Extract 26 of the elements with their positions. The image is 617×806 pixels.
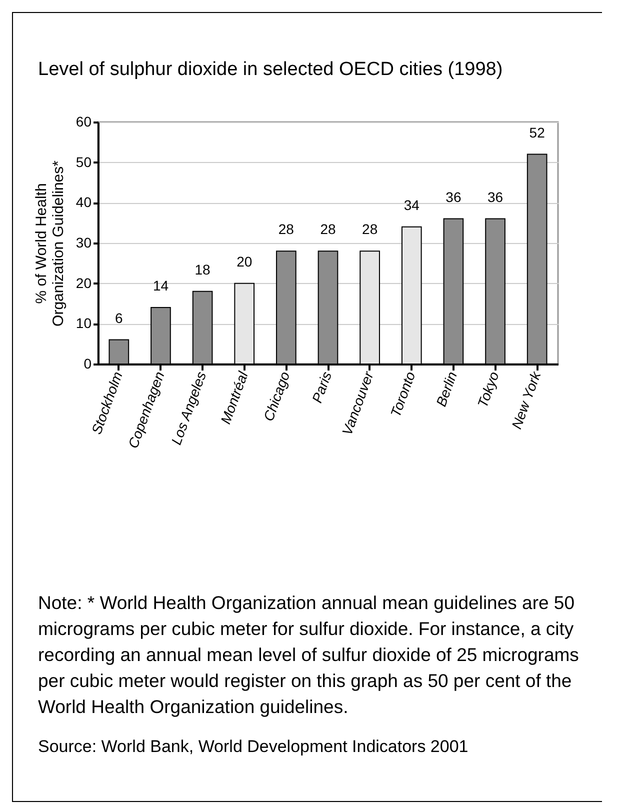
chart-title: Level of sulphur dioxide in selected OECD cities (1998) (38, 58, 504, 82)
y-tick-label: 50 (76, 154, 92, 170)
y-tick-label: 40 (76, 194, 92, 210)
x-tick-label: Paris (308, 369, 335, 405)
y-tick-label: 30 (76, 234, 92, 250)
data-label: 28 (278, 221, 294, 238)
x-tick-label: Berlin (432, 369, 460, 409)
y-tick-label: 10 (76, 315, 92, 332)
text: Note: * World Health Organization annual mean guidelines are 50 micrograms per cubic meter for sulfur dioxide. For instance, a city recording an annual mean level of sulfur dioxide of 25 micrograms per cubic meter would register on this graph as 50 per cent of the World Health Organization guidelines. (38, 591, 580, 719)
y-axis-title: % of World Health Organization Guidelines* (32, 160, 67, 326)
data-label: 20 (236, 253, 252, 270)
data-label: 14 (152, 278, 169, 294)
y-tick-label: 60 (76, 114, 92, 130)
y-tick-label: 20 (76, 274, 92, 291)
source-note: Source: World Bank, World Development Indicators 2001 (38, 736, 470, 758)
data-label: 34 (404, 196, 420, 213)
x-tick-label: New York (508, 368, 544, 431)
data-label: 36 (487, 188, 504, 205)
data-label: 18 (194, 261, 211, 278)
data-label: 28 (320, 221, 336, 238)
y-tick-label: 0 (84, 356, 92, 372)
data-label: 52 (529, 124, 546, 140)
x-tick-label: Tokyo (474, 369, 502, 410)
data-label: 28 (362, 221, 378, 238)
data-label: 6 (115, 310, 124, 326)
data-label: 36 (446, 188, 462, 205)
